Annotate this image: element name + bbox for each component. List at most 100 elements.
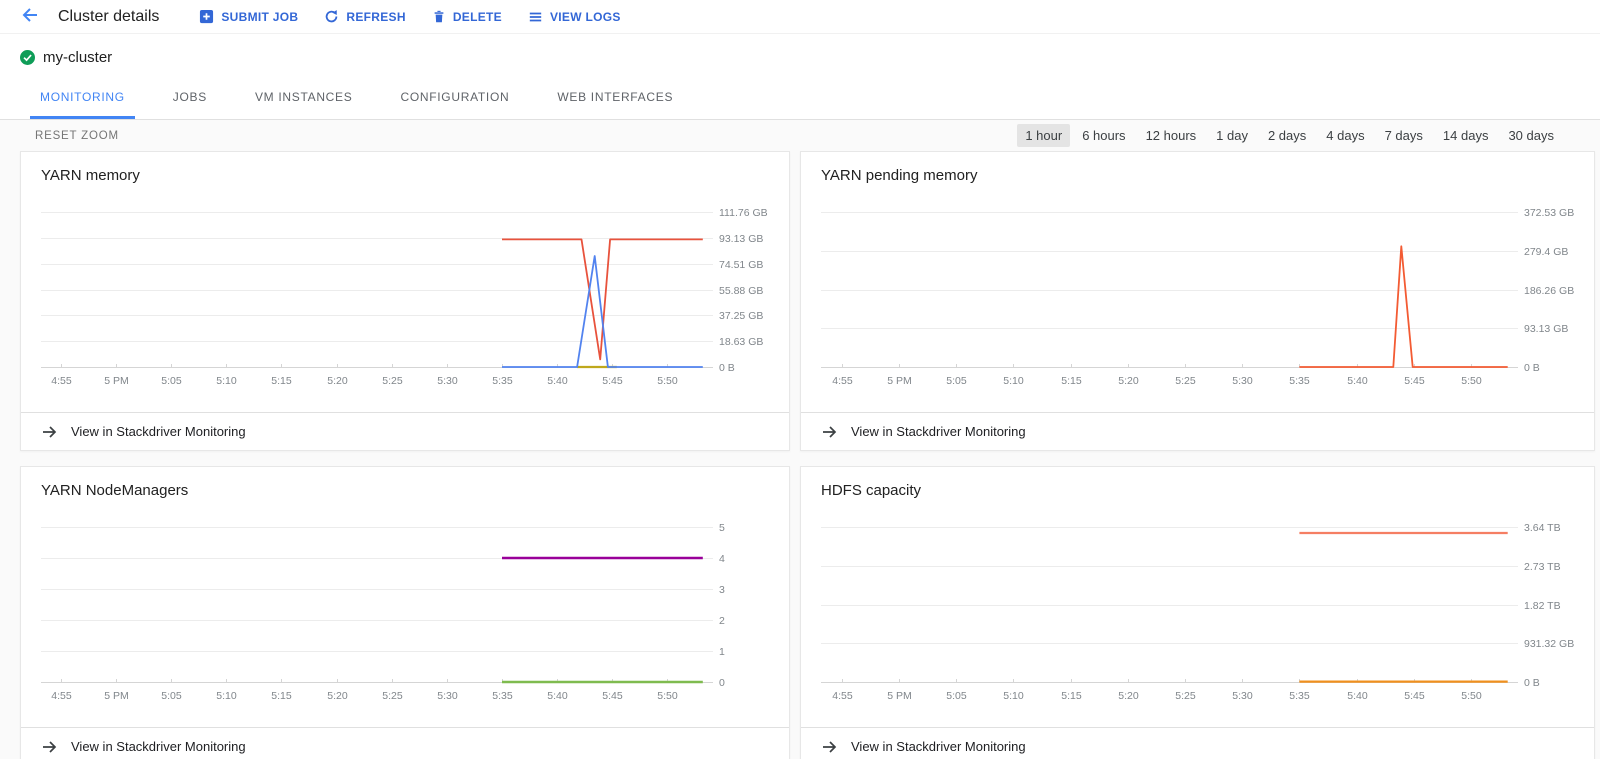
action-button-label: SUBMIT JOB xyxy=(221,10,298,24)
refresh-icon xyxy=(324,9,339,24)
time-range-12-hours[interactable]: 12 hours xyxy=(1138,124,1205,147)
svg-text:5:05: 5:05 xyxy=(946,375,967,387)
svg-text:5:10: 5:10 xyxy=(1003,690,1024,702)
svg-text:5 PM: 5 PM xyxy=(887,375,912,387)
svg-text:5:45: 5:45 xyxy=(602,375,623,387)
svg-text:5:40: 5:40 xyxy=(1347,690,1368,702)
svg-text:0: 0 xyxy=(719,677,725,689)
chart-card-yarn-pending-memory: YARN pending memory372.53 GB279.4 GB186.… xyxy=(800,151,1595,451)
action-button-submit-job[interactable]: SUBMIT JOB xyxy=(199,9,298,24)
svg-text:5:35: 5:35 xyxy=(492,690,513,702)
time-range-1-day[interactable]: 1 day xyxy=(1208,124,1256,147)
time-range-7-days[interactable]: 7 days xyxy=(1377,124,1431,147)
time-range-30-days[interactable]: 30 days xyxy=(1500,124,1562,147)
svg-text:0 B: 0 B xyxy=(719,362,735,374)
svg-text:5:05: 5:05 xyxy=(161,690,182,702)
svg-text:5:50: 5:50 xyxy=(1461,690,1482,702)
svg-text:1: 1 xyxy=(719,646,725,658)
back-button[interactable] xyxy=(14,1,46,33)
chart-title-hdfs-capacity: HDFS capacity xyxy=(801,467,1594,507)
tab-web-interfaces[interactable]: WEB INTERFACES xyxy=(547,76,683,119)
svg-text:37.25 GB: 37.25 GB xyxy=(719,310,763,322)
svg-text:4:55: 4:55 xyxy=(832,375,853,387)
action-button-delete[interactable]: DELETE xyxy=(432,9,502,24)
stackdriver-link-hdfs-capacity[interactable]: View in Stackdriver Monitoring xyxy=(801,727,1594,759)
action-button-label: DELETE xyxy=(453,10,502,24)
top-app-bar: Cluster details SUBMIT JOBREFRESHDELETEV… xyxy=(0,0,1600,34)
time-range-6-hours[interactable]: 6 hours xyxy=(1074,124,1133,147)
stackdriver-link-label: View in Stackdriver Monitoring xyxy=(851,424,1026,439)
back-arrow-icon xyxy=(21,6,39,27)
chart-plot-hdfs-capacity[interactable]: 3.64 TB2.73 TB1.82 TB931.32 GB0 B4:555 P… xyxy=(821,507,1594,707)
tab-monitoring[interactable]: MONITORING xyxy=(30,76,135,119)
stackdriver-link-yarn-pending-memory[interactable]: View in Stackdriver Monitoring xyxy=(801,412,1594,450)
action-button-view-logs[interactable]: VIEW LOGS xyxy=(528,10,621,24)
svg-text:3.64 TB: 3.64 TB xyxy=(1524,522,1561,534)
chart-card-yarn-nodemanagers: YARN NodeManagers5432104:555 PM5:055:105… xyxy=(20,466,790,759)
svg-text:5:50: 5:50 xyxy=(657,375,678,387)
time-range-2-days[interactable]: 2 days xyxy=(1260,124,1314,147)
svg-text:5:40: 5:40 xyxy=(1347,375,1368,387)
action-button-refresh[interactable]: REFRESH xyxy=(324,9,405,24)
svg-text:5:50: 5:50 xyxy=(657,690,678,702)
svg-text:18.63 GB: 18.63 GB xyxy=(719,336,763,348)
svg-text:5:15: 5:15 xyxy=(1061,690,1082,702)
series-pending-memory xyxy=(1299,246,1507,367)
time-range-14-days[interactable]: 14 days xyxy=(1435,124,1497,147)
svg-text:3: 3 xyxy=(719,584,725,596)
svg-text:5:30: 5:30 xyxy=(1232,690,1253,702)
svg-text:2.73 TB: 2.73 TB xyxy=(1524,561,1561,573)
chart-title-yarn-nodemanagers: YARN NodeManagers xyxy=(21,467,789,507)
chart-title-yarn-pending-memory: YARN pending memory xyxy=(801,152,1594,192)
svg-text:5:25: 5:25 xyxy=(1175,690,1196,702)
svg-text:5:35: 5:35 xyxy=(492,375,513,387)
chart-plot-yarn-nodemanagers[interactable]: 5432104:555 PM5:055:105:155:205:255:305:… xyxy=(41,507,789,707)
svg-text:5:05: 5:05 xyxy=(946,690,967,702)
svg-text:1.82 TB: 1.82 TB xyxy=(1524,600,1561,612)
view-logs-icon xyxy=(528,10,543,24)
stackdriver-link-label: View in Stackdriver Monitoring xyxy=(71,424,246,439)
reset-zoom-button[interactable]: RESET ZOOM xyxy=(35,130,119,142)
svg-text:5:15: 5:15 xyxy=(271,375,292,387)
svg-text:4:55: 4:55 xyxy=(832,690,853,702)
svg-text:0 B: 0 B xyxy=(1524,362,1540,374)
tab-configuration[interactable]: CONFIGURATION xyxy=(390,76,519,119)
stackdriver-link-yarn-memory[interactable]: View in Stackdriver Monitoring xyxy=(21,412,789,450)
stackdriver-link-label: View in Stackdriver Monitoring xyxy=(851,739,1026,754)
action-button-label: VIEW LOGS xyxy=(550,10,621,24)
svg-text:5:45: 5:45 xyxy=(602,690,623,702)
svg-text:5:15: 5:15 xyxy=(271,690,292,702)
svg-text:74.51 GB: 74.51 GB xyxy=(719,259,763,271)
time-range-1-hour[interactable]: 1 hour xyxy=(1017,124,1070,147)
svg-text:5:25: 5:25 xyxy=(382,690,403,702)
svg-text:5:35: 5:35 xyxy=(1289,690,1310,702)
svg-text:4:55: 4:55 xyxy=(51,375,72,387)
tab-jobs[interactable]: JOBS xyxy=(163,76,217,119)
header-actions: SUBMIT JOB REFRESH DELETE VIEW LOGS xyxy=(199,9,646,24)
stackdriver-link-yarn-nodemanagers[interactable]: View in Stackdriver Monitoring xyxy=(21,727,789,759)
svg-text:5:45: 5:45 xyxy=(1404,690,1425,702)
svg-text:5:25: 5:25 xyxy=(382,375,403,387)
svg-text:5:40: 5:40 xyxy=(547,690,568,702)
svg-text:4: 4 xyxy=(719,553,725,565)
chart-plot-yarn-pending-memory[interactable]: 372.53 GB279.4 GB186.26 GB93.13 GB0 B4:5… xyxy=(821,192,1594,392)
svg-text:5: 5 xyxy=(719,522,725,534)
svg-text:5:40: 5:40 xyxy=(547,375,568,387)
tab-vm-instances[interactable]: VM INSTANCES xyxy=(245,76,363,119)
svg-text:2: 2 xyxy=(719,615,725,627)
svg-text:5:45: 5:45 xyxy=(1404,375,1425,387)
svg-text:5:10: 5:10 xyxy=(216,690,237,702)
svg-text:5:35: 5:35 xyxy=(1289,375,1310,387)
svg-text:93.13 GB: 93.13 GB xyxy=(719,233,763,245)
chart-plot-yarn-memory[interactable]: 111.76 GB93.13 GB74.51 GB55.88 GB37.25 G… xyxy=(41,192,789,392)
cluster-name: my-cluster xyxy=(43,49,112,66)
svg-text:5:50: 5:50 xyxy=(1461,375,1482,387)
svg-text:5:05: 5:05 xyxy=(161,375,182,387)
svg-text:93.13 GB: 93.13 GB xyxy=(1524,323,1568,335)
svg-text:5:10: 5:10 xyxy=(1003,375,1024,387)
svg-text:931.32 GB: 931.32 GB xyxy=(1524,638,1574,650)
arrow-right-icon xyxy=(821,424,838,440)
chart-card-hdfs-capacity: HDFS capacity 3.64 TB 2.73 TB 1.82 TB 931.32… xyxy=(800,466,1595,759)
time-range-4-days[interactable]: 4 days xyxy=(1318,124,1372,147)
chart-title-yarn-memory: YARN memory xyxy=(21,152,789,192)
